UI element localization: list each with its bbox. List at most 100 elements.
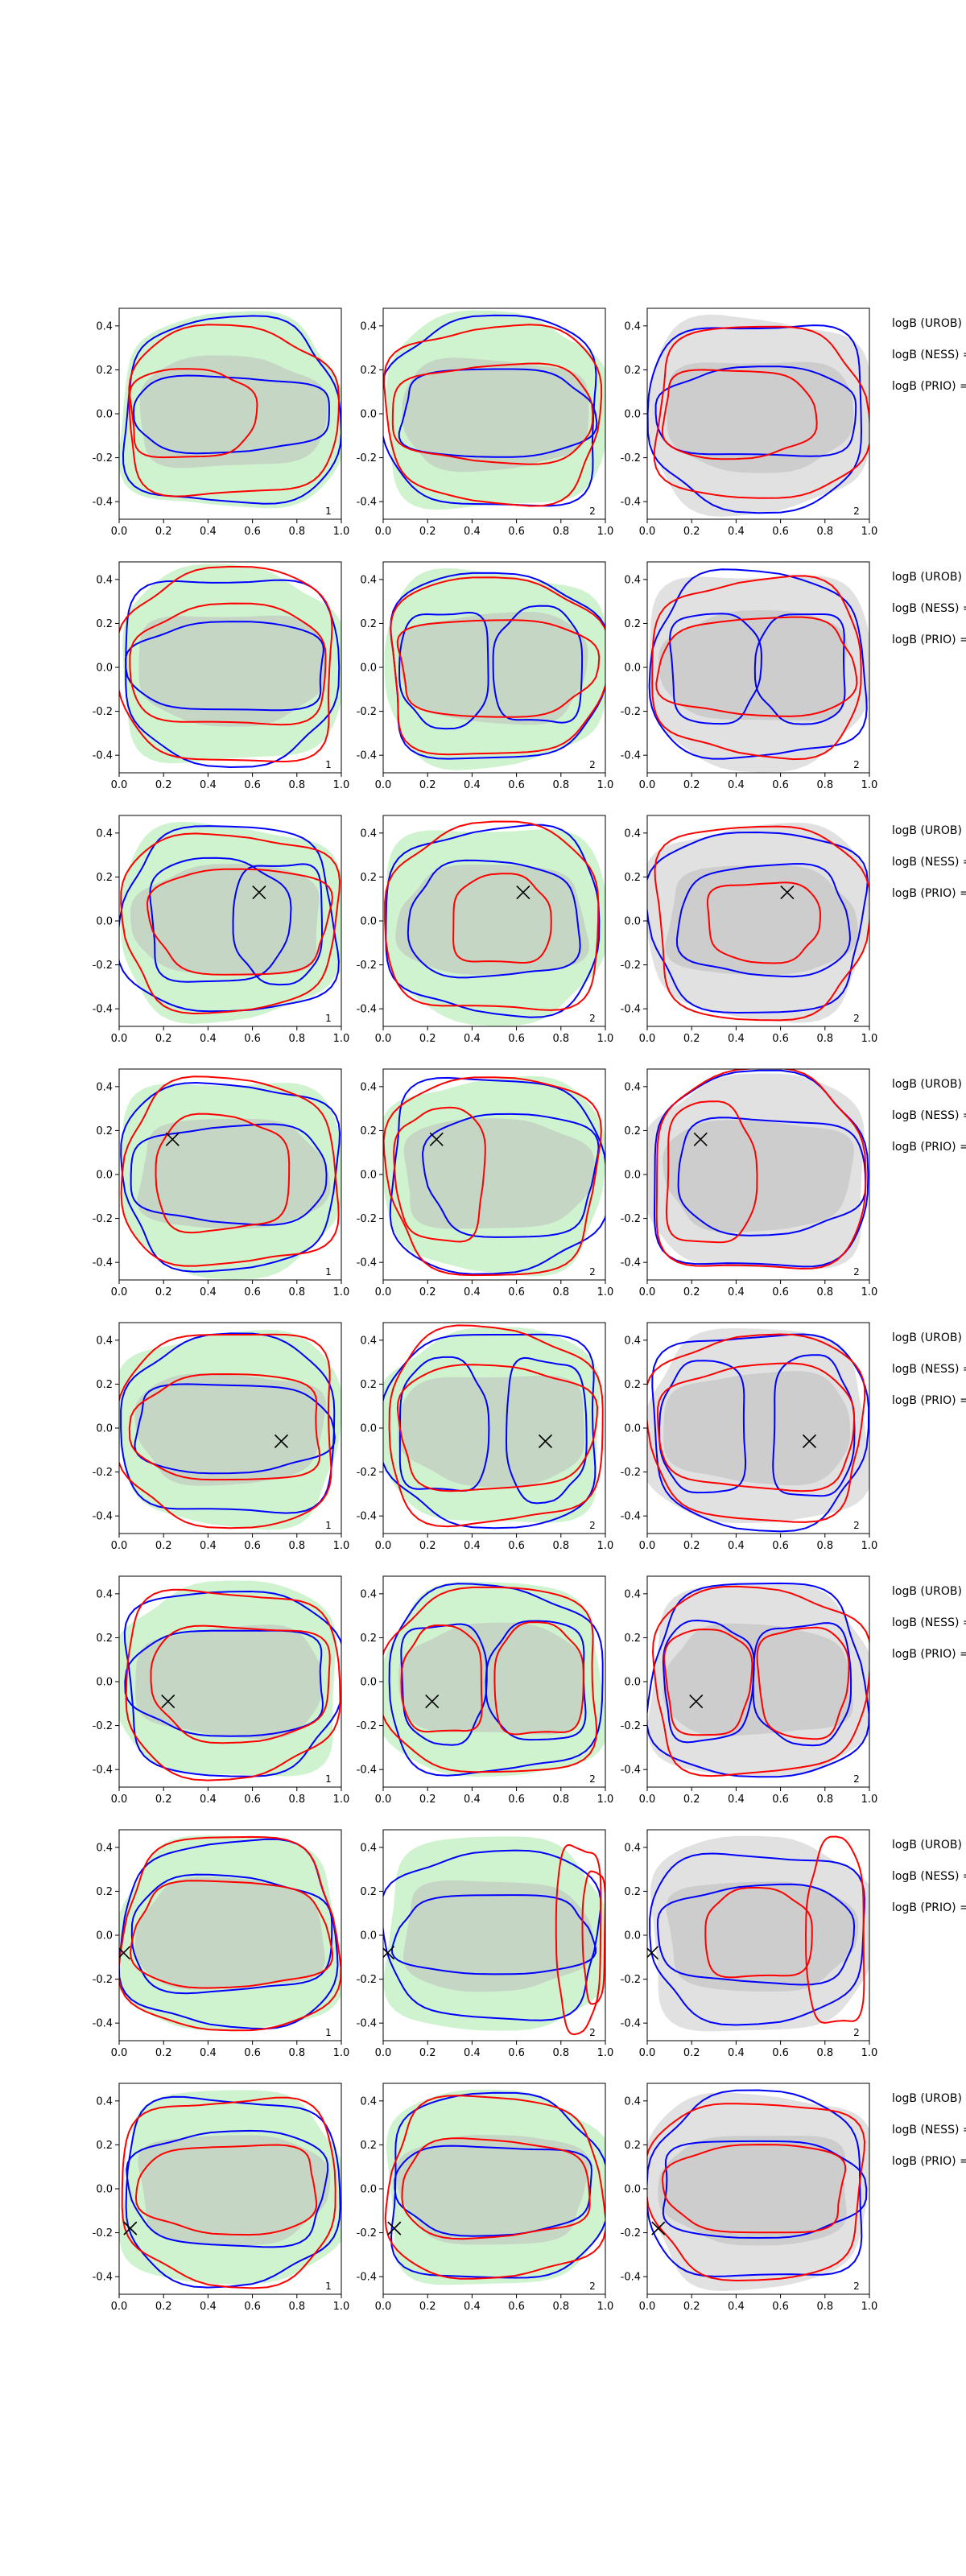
x-tick-label: 0.4 bbox=[200, 1286, 217, 1298]
x-tick-label: 0.2 bbox=[683, 1540, 700, 1552]
logb-annotation: logB (PRIO) = bbox=[892, 380, 966, 393]
x-tick-label: 0.8 bbox=[552, 1033, 569, 1045]
y-tick-label: -0.2 bbox=[93, 2227, 113, 2240]
red-contour bbox=[119, 1333, 332, 1530]
x-tick-label: 0.4 bbox=[728, 1794, 745, 1806]
x-tick-label: 0.8 bbox=[288, 2301, 305, 2313]
x-tick-label: 1.0 bbox=[333, 2301, 350, 2313]
x-tick-label: 0.4 bbox=[464, 526, 481, 538]
blue-contour bbox=[394, 2145, 592, 2237]
y-tick-label: 0.0 bbox=[624, 1930, 641, 1942]
blue-contour bbox=[383, 314, 597, 507]
red-contour bbox=[383, 1076, 602, 1277]
y-tick-label: 0.0 bbox=[624, 409, 641, 421]
x-tick-label: 0.8 bbox=[816, 2301, 833, 2313]
density-fill-core bbox=[138, 2135, 331, 2245]
blue-contour bbox=[125, 621, 324, 712]
x-marker bbox=[274, 1434, 289, 1448]
x-tick-label: 0.6 bbox=[244, 1286, 261, 1298]
x-tick-label: 0.0 bbox=[375, 779, 392, 791]
y-tick-label: 0.0 bbox=[360, 1930, 377, 1942]
density-fill-core bbox=[397, 1375, 584, 1488]
blue-contour bbox=[120, 1332, 336, 1514]
x-tick-label: 0.8 bbox=[552, 526, 569, 538]
x-tick-label: 0.4 bbox=[200, 779, 217, 791]
red-contour bbox=[452, 873, 552, 964]
x-marker bbox=[689, 1694, 704, 1709]
panel-tag: 2 bbox=[589, 1520, 596, 1531]
x-tick-label: 1.0 bbox=[861, 526, 878, 538]
y-tick-label: -0.4 bbox=[357, 1257, 377, 1269]
panel-r5-c2: 0.0 0.2 0.4 0.6 0.8 1.0 -0.4 -0.2 0.0 0.2 0.4 2 bbox=[357, 1322, 613, 1552]
x-tick-label: 1.0 bbox=[597, 1286, 614, 1298]
logb-annotation: logB (PRIO) = bbox=[892, 1648, 966, 1661]
y-tick-label: -0.4 bbox=[357, 1004, 377, 1016]
x-tick-label: 0.4 bbox=[200, 1540, 217, 1552]
y-tick-label: -0.4 bbox=[621, 1511, 641, 1523]
x-tick-label: 0.2 bbox=[419, 1794, 436, 1806]
density-fill-core bbox=[658, 2136, 847, 2246]
red-contour bbox=[393, 1106, 486, 1243]
x-tick-label: 1.0 bbox=[333, 526, 350, 538]
panel-r8-c2: 0.0 0.2 0.4 0.6 0.8 1.0 -0.4 -0.2 0.0 0.2 0.4 2 bbox=[357, 2083, 613, 2313]
x-tick-label: 0.4 bbox=[200, 2047, 217, 2059]
red-contour bbox=[661, 2144, 847, 2234]
x-tick-label: 0.0 bbox=[375, 1033, 392, 1045]
x-marker bbox=[252, 885, 266, 900]
x-tick-label: 0.8 bbox=[288, 1794, 305, 1806]
x-tick-label: 1.0 bbox=[861, 1286, 878, 1298]
logb-annotation: logB (NESS) = bbox=[892, 1109, 966, 1122]
x-tick-label: 0.8 bbox=[552, 1540, 569, 1552]
x-tick-label: 0.8 bbox=[288, 1540, 305, 1552]
x-tick-label: 0.2 bbox=[155, 779, 172, 791]
y-tick-label: 0.0 bbox=[624, 663, 641, 675]
y-tick-label: 0.4 bbox=[624, 320, 641, 332]
logb-annotation: logB (NESS) = bbox=[892, 349, 966, 361]
red-contour bbox=[396, 619, 601, 718]
x-tick-label: 0.0 bbox=[111, 526, 128, 538]
blue-contour bbox=[651, 1333, 869, 1533]
y-tick-label: -0.4 bbox=[93, 1511, 113, 1523]
logb-annotation: logB (UROB) = bbox=[892, 824, 966, 837]
x-tick-label: 0.4 bbox=[728, 779, 745, 791]
x-tick-label: 0.4 bbox=[200, 526, 217, 538]
panel-r2-c1: 0.0 0.2 0.4 0.6 0.8 1.0 -0.4 -0.2 0.0 0.2 0.4 1 bbox=[93, 561, 349, 791]
x-tick-label: 0.0 bbox=[375, 2301, 392, 2313]
x-tick-label: 0.2 bbox=[683, 1794, 700, 1806]
red-contour bbox=[804, 1835, 865, 2024]
y-tick-label: 0.0 bbox=[96, 1170, 113, 1182]
y-tick-label: 0.4 bbox=[624, 828, 641, 840]
blue-contour bbox=[407, 859, 581, 979]
y-tick-label: 0.2 bbox=[96, 1633, 113, 1645]
logb-annotation: logB (NESS) = bbox=[892, 1363, 966, 1376]
blue-contour bbox=[232, 863, 324, 986]
y-tick-label: -0.2 bbox=[93, 1720, 113, 1732]
x-tick-label: 1.0 bbox=[597, 779, 614, 791]
y-tick-label: -0.4 bbox=[93, 750, 113, 762]
y-tick-label: 0.4 bbox=[360, 828, 377, 840]
x-tick-label: 0.0 bbox=[111, 2047, 128, 2059]
panel-tag: 2 bbox=[589, 1266, 596, 1278]
x-tick-label: 0.0 bbox=[639, 1286, 656, 1298]
x-tick-label: 0.4 bbox=[464, 2301, 481, 2313]
x-tick-label: 0.0 bbox=[639, 1033, 656, 1045]
x-tick-label: 0.8 bbox=[288, 2047, 305, 2059]
y-tick-label: 0.0 bbox=[624, 1677, 641, 1689]
y-tick-label: -0.2 bbox=[357, 2227, 377, 2240]
y-tick-label: -0.2 bbox=[93, 706, 113, 718]
red-contour bbox=[128, 324, 341, 497]
y-tick-label: -0.2 bbox=[621, 2227, 641, 2240]
logb-annotation: logB (PRIO) = bbox=[892, 1901, 966, 1914]
x-tick-label: 0.8 bbox=[552, 2047, 569, 2059]
x-tick-label: 0.6 bbox=[244, 779, 261, 791]
y-tick-label: -0.4 bbox=[357, 1511, 377, 1523]
x-tick-label: 0.4 bbox=[464, 1540, 481, 1552]
y-tick-label: -0.2 bbox=[621, 1213, 641, 1225]
red-contour bbox=[146, 868, 333, 976]
density-fill-core bbox=[130, 864, 320, 975]
y-tick-label: 0.4 bbox=[96, 1081, 113, 1093]
blue-contour bbox=[383, 1333, 597, 1530]
x-tick-label: 1.0 bbox=[861, 1794, 878, 1806]
y-tick-label: -0.4 bbox=[357, 750, 377, 762]
